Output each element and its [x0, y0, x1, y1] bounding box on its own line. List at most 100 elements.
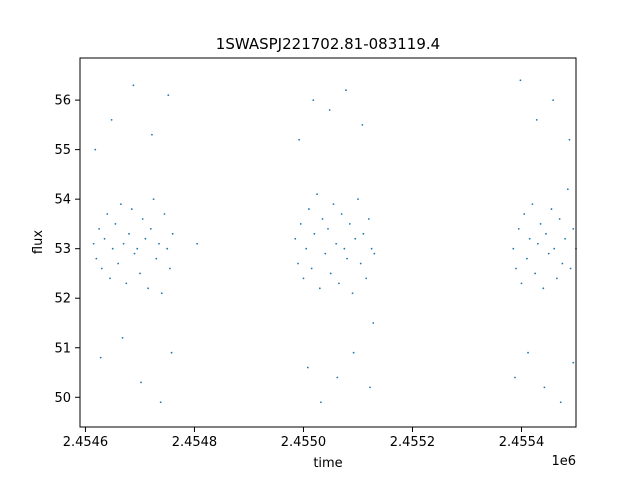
- data-point: [332, 203, 335, 206]
- y-tick-label: 53: [54, 242, 71, 257]
- y-tick-label: 56: [54, 94, 71, 109]
- data-point: [343, 247, 346, 250]
- data-point: [318, 287, 321, 290]
- data-point: [569, 267, 572, 270]
- data-point: [144, 237, 147, 240]
- data-point: [99, 356, 102, 359]
- data-point: [297, 262, 299, 265]
- data-point: [167, 94, 170, 97]
- data-point: [550, 208, 553, 210]
- data-point: [336, 376, 339, 379]
- data-point: [359, 262, 362, 265]
- data-point: [523, 213, 526, 215]
- data-point: [558, 218, 561, 220]
- y-axis-ticks: 50 51 52 53 54 55 56: [54, 94, 80, 406]
- data-point: [103, 237, 106, 240]
- data-point: [338, 282, 340, 285]
- data-point: [526, 257, 528, 260]
- data-point: [170, 351, 173, 354]
- data-point: [132, 84, 135, 87]
- data-point: [110, 119, 113, 121]
- data-point: [100, 267, 103, 270]
- data-point: [327, 227, 329, 230]
- data-point: [324, 252, 327, 255]
- x-tick-label: 2.4552: [390, 435, 436, 450]
- data-point: [151, 133, 153, 136]
- data-point: [514, 376, 516, 379]
- data-point: [152, 198, 155, 201]
- data-point: [365, 277, 368, 280]
- y-tick-label: 50: [54, 391, 71, 406]
- data-point: [357, 198, 359, 201]
- data-point: [196, 242, 199, 245]
- data-point: [299, 223, 302, 225]
- data-point: [566, 188, 569, 191]
- data-point: [106, 213, 109, 215]
- data-point: [515, 267, 517, 270]
- data-point: [305, 247, 308, 250]
- data-point: [561, 262, 564, 265]
- data-point: [155, 257, 158, 260]
- data-point: [369, 386, 371, 389]
- data-point: [572, 361, 575, 364]
- data-point: [519, 79, 522, 82]
- data-point: [121, 336, 124, 339]
- data-point: [171, 232, 174, 235]
- data-point: [169, 267, 171, 270]
- data-point: [535, 119, 538, 121]
- data-point: [109, 277, 111, 280]
- x-axis-offset-label: 1e6: [551, 454, 576, 469]
- data-point: [539, 223, 542, 225]
- data-point: [312, 99, 315, 101]
- data-point: [94, 148, 97, 151]
- y-tick-label: 54: [54, 193, 71, 208]
- data-point: [128, 232, 130, 235]
- data-point: [111, 247, 114, 250]
- data-point: [316, 193, 318, 196]
- data-point: [306, 366, 309, 369]
- data-point: [321, 218, 324, 220]
- data-point: [351, 292, 354, 295]
- data-point: [139, 272, 141, 275]
- y-tick-label: 52: [54, 292, 71, 307]
- data-point: [528, 237, 531, 240]
- data-point: [559, 401, 562, 404]
- x-tick-label: 2.4546: [63, 435, 109, 450]
- data-point: [552, 99, 555, 101]
- data-point: [149, 227, 152, 230]
- data-point: [361, 123, 364, 126]
- data-point: [158, 242, 160, 245]
- data-point: [335, 242, 338, 245]
- data-point: [95, 257, 98, 260]
- data-point: [527, 351, 529, 354]
- data-point: [298, 138, 301, 141]
- data-point: [92, 242, 95, 245]
- data-point: [564, 237, 566, 240]
- data-point: [328, 109, 331, 111]
- x-axis-title: time: [313, 456, 342, 471]
- data-point: [136, 247, 139, 250]
- data-point: [547, 252, 550, 255]
- x-tick-label: 2.4554: [499, 435, 545, 450]
- data-point: [163, 213, 166, 215]
- data-point: [568, 138, 571, 141]
- data-point: [543, 386, 546, 389]
- data-point: [345, 89, 347, 92]
- data-point: [114, 223, 117, 225]
- data-point: [140, 381, 142, 384]
- plot-frame: [79, 57, 577, 428]
- data-point: [346, 257, 348, 260]
- data-point: [520, 282, 523, 285]
- data-point: [367, 218, 370, 220]
- data-point: [159, 401, 162, 404]
- data-point: [294, 237, 297, 240]
- data-point: [117, 262, 120, 265]
- data-point: [362, 232, 365, 235]
- data-point: [372, 322, 375, 324]
- data-point: [320, 401, 322, 404]
- data-point: [556, 277, 558, 280]
- data-point: [553, 247, 556, 250]
- data-point: [340, 213, 343, 215]
- data-point: [302, 277, 305, 280]
